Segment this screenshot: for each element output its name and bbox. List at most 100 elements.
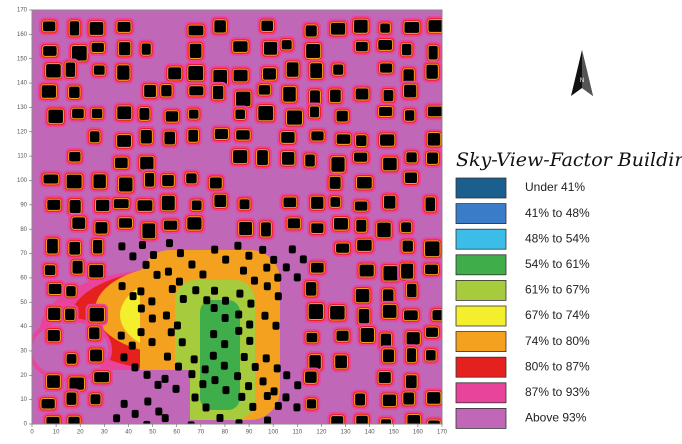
building xyxy=(93,174,106,189)
building xyxy=(212,85,224,100)
building xyxy=(69,200,81,213)
building xyxy=(222,296,230,305)
building xyxy=(72,108,84,119)
building xyxy=(178,338,186,347)
legend-swatch xyxy=(455,382,507,404)
building xyxy=(264,416,272,424)
building xyxy=(299,255,307,264)
building xyxy=(118,242,126,251)
building xyxy=(140,156,154,170)
building xyxy=(263,392,271,401)
building xyxy=(131,363,139,372)
building xyxy=(311,262,324,273)
building xyxy=(427,392,441,404)
building xyxy=(222,255,230,264)
building xyxy=(186,173,197,184)
building xyxy=(71,45,87,61)
building xyxy=(355,289,370,303)
building xyxy=(239,266,247,275)
building xyxy=(191,200,202,211)
building xyxy=(94,372,110,383)
building xyxy=(168,67,182,80)
building xyxy=(114,157,128,169)
building xyxy=(330,197,341,207)
building xyxy=(66,174,82,189)
building xyxy=(305,154,315,167)
building xyxy=(142,223,156,239)
building xyxy=(234,372,242,381)
building xyxy=(164,267,172,276)
legend-label: 74% to 80% xyxy=(525,334,590,348)
building xyxy=(188,370,196,379)
building xyxy=(161,414,169,423)
building xyxy=(239,199,250,210)
building xyxy=(283,86,296,102)
building xyxy=(249,402,257,411)
building xyxy=(311,196,324,209)
x-tick-label: 10 xyxy=(53,430,60,436)
building xyxy=(220,361,228,370)
building xyxy=(355,41,368,52)
building xyxy=(287,110,302,125)
y-tick-label: 0 xyxy=(24,422,28,428)
building xyxy=(129,292,137,301)
building xyxy=(354,201,368,211)
building xyxy=(404,84,417,98)
building xyxy=(89,21,104,35)
building xyxy=(330,22,346,35)
building xyxy=(233,41,248,52)
building xyxy=(245,251,253,260)
building xyxy=(173,321,181,330)
building xyxy=(425,350,436,361)
building xyxy=(161,195,175,211)
building xyxy=(383,195,396,209)
building xyxy=(234,241,242,250)
x-tick-label: 100 xyxy=(268,430,279,436)
building xyxy=(148,338,156,347)
x-tick-label: 0 xyxy=(30,430,34,436)
building xyxy=(250,276,258,285)
building xyxy=(240,352,248,361)
building xyxy=(66,354,77,364)
building xyxy=(309,90,320,105)
building xyxy=(120,399,128,408)
building xyxy=(221,314,229,323)
y-tick-label: 160 xyxy=(17,32,28,38)
building xyxy=(305,282,317,296)
building xyxy=(214,194,227,207)
building xyxy=(360,327,374,342)
building xyxy=(155,407,163,416)
building xyxy=(406,283,417,298)
building xyxy=(117,135,132,147)
building xyxy=(274,402,282,411)
building xyxy=(233,69,248,82)
building xyxy=(69,21,80,36)
building xyxy=(428,20,442,32)
building xyxy=(199,270,207,279)
building xyxy=(222,386,230,395)
x-tick-label: 110 xyxy=(293,430,303,436)
building xyxy=(306,332,318,343)
building xyxy=(263,263,271,272)
building xyxy=(259,245,267,254)
y-tick-label: 170 xyxy=(17,8,28,14)
building xyxy=(333,218,348,230)
x-tick-label: 50 xyxy=(149,430,156,436)
building xyxy=(294,381,302,390)
building xyxy=(383,89,394,102)
building xyxy=(89,264,104,278)
building xyxy=(48,109,63,124)
building xyxy=(153,270,161,279)
y-tick-label: 130 xyxy=(17,105,28,111)
building xyxy=(89,307,104,322)
building xyxy=(274,273,282,282)
building xyxy=(263,282,271,291)
building xyxy=(282,263,290,272)
building xyxy=(405,375,417,389)
building xyxy=(356,415,368,424)
building xyxy=(41,85,57,98)
building xyxy=(211,286,219,295)
building xyxy=(167,328,175,337)
building xyxy=(281,131,295,143)
building xyxy=(404,110,415,121)
